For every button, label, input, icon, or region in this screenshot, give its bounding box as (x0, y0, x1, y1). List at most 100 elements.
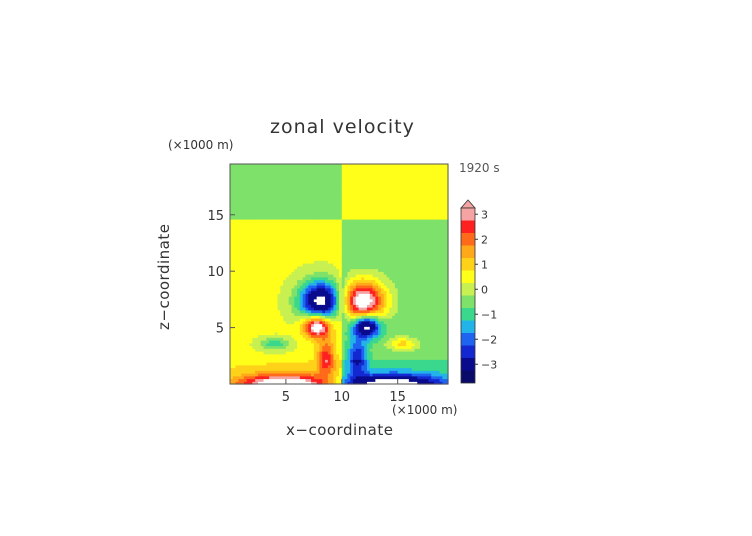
heatmap-cell (422, 309, 427, 314)
heatmap-cell (271, 323, 276, 327)
heatmap-cell (266, 359, 270, 363)
heatmap-cell (414, 263, 418, 267)
heatmap-cell (288, 287, 293, 292)
heatmap-cell (266, 243, 270, 248)
heatmap-cell (408, 282, 413, 286)
heatmap-cell (241, 213, 245, 217)
heatmap-cell (355, 254, 360, 259)
heatmap-cell (428, 208, 432, 212)
heatmap-cell (252, 315, 256, 319)
heatmap-cell (361, 378, 365, 382)
heatmap-cell (266, 329, 270, 333)
heatmap-cell (380, 370, 385, 374)
heatmap-cell (414, 315, 418, 319)
heatmap-cell (347, 381, 351, 385)
heatmap-cell (257, 326, 262, 330)
heatmap-cell (355, 356, 360, 360)
heatmap-cell (420, 351, 424, 355)
heatmap-cell (394, 241, 399, 245)
heatmap-cell (333, 279, 337, 283)
heatmap-cell (341, 246, 346, 250)
heatmap-cell (308, 276, 312, 281)
heatmap-cell (344, 213, 348, 217)
heatmap-cell (269, 257, 273, 261)
heatmap-cell (288, 290, 293, 294)
heatmap-cell (263, 257, 267, 261)
heatmap-cell (257, 323, 262, 327)
heatmap-cell (361, 298, 365, 303)
heatmap-cell (252, 342, 256, 347)
heatmap-cell (294, 351, 298, 355)
heatmap-cell (255, 287, 259, 292)
heatmap-cell (252, 265, 256, 270)
heatmap-cell (397, 293, 402, 297)
heatmap-cell (271, 342, 276, 347)
heatmap-cell (369, 323, 374, 327)
heatmap-cell (434, 208, 438, 212)
heatmap-cell (428, 334, 432, 338)
heatmap-cell (397, 356, 402, 360)
heatmap-cell (274, 268, 279, 272)
heatmap-cell (308, 221, 312, 226)
heatmap-cell (397, 296, 402, 300)
heatmap-cell (280, 370, 284, 374)
heatmap-cell (431, 312, 435, 316)
heatmap-cell (316, 224, 321, 228)
heatmap-cell (336, 323, 340, 327)
heatmap-cell (425, 348, 430, 352)
heatmap-cell (325, 329, 329, 333)
heatmap-cell (355, 249, 360, 253)
heatmap-cell (341, 304, 346, 308)
heatmap-cell (291, 334, 295, 338)
heatmap-cell (288, 301, 293, 305)
heatmap-cell (319, 238, 323, 242)
heatmap-cell (358, 351, 362, 355)
heatmap-cell (431, 290, 435, 294)
heatmap-cell (364, 307, 368, 311)
heatmap-cell (341, 378, 346, 382)
heatmap-cell (260, 213, 265, 217)
heatmap-cell (361, 227, 365, 231)
heatmap-cell (327, 340, 332, 344)
heatmap-cell (280, 293, 284, 297)
heatmap-cell (439, 326, 444, 330)
heatmap-cell (299, 364, 304, 369)
heatmap-cell (445, 287, 449, 292)
heatmap-cell (257, 232, 262, 237)
heatmap-cell (249, 370, 253, 374)
heatmap-cell (347, 364, 351, 369)
heatmap-cell (330, 287, 335, 292)
heatmap-cell (383, 370, 388, 374)
heatmap-cell (257, 342, 262, 347)
heatmap-cell (299, 331, 304, 336)
heatmap-cell (417, 375, 421, 380)
heatmap-cell (352, 315, 357, 319)
heatmap-cell (322, 326, 326, 330)
heatmap-cell (341, 342, 346, 347)
heatmap-cell (316, 290, 321, 294)
heatmap-cell (347, 208, 351, 212)
heatmap-cell (308, 268, 312, 272)
heatmap-cell (364, 304, 368, 308)
heatmap-cell (299, 323, 304, 327)
heatmap-cell (260, 224, 265, 228)
heatmap-cell (299, 249, 304, 253)
heatmap-cell (344, 340, 348, 344)
heatmap-cell (269, 370, 273, 374)
heatmap-cell (434, 271, 438, 275)
heatmap-cell (322, 323, 326, 327)
heatmap-cell (313, 331, 318, 336)
heatmap-cell (428, 356, 432, 360)
heatmap-cell (361, 304, 365, 308)
heatmap-cell (294, 216, 298, 220)
heatmap-cell (386, 216, 390, 220)
heatmap-cell (352, 221, 357, 226)
heatmap-cell (425, 364, 430, 369)
heatmap-cell (316, 282, 321, 286)
heatmap-cell (361, 367, 365, 371)
heatmap-cell (327, 334, 332, 338)
heatmap-cell (243, 340, 248, 344)
heatmap-cell (249, 282, 253, 286)
heatmap-cell (406, 315, 410, 319)
heatmap-cell (232, 320, 237, 325)
